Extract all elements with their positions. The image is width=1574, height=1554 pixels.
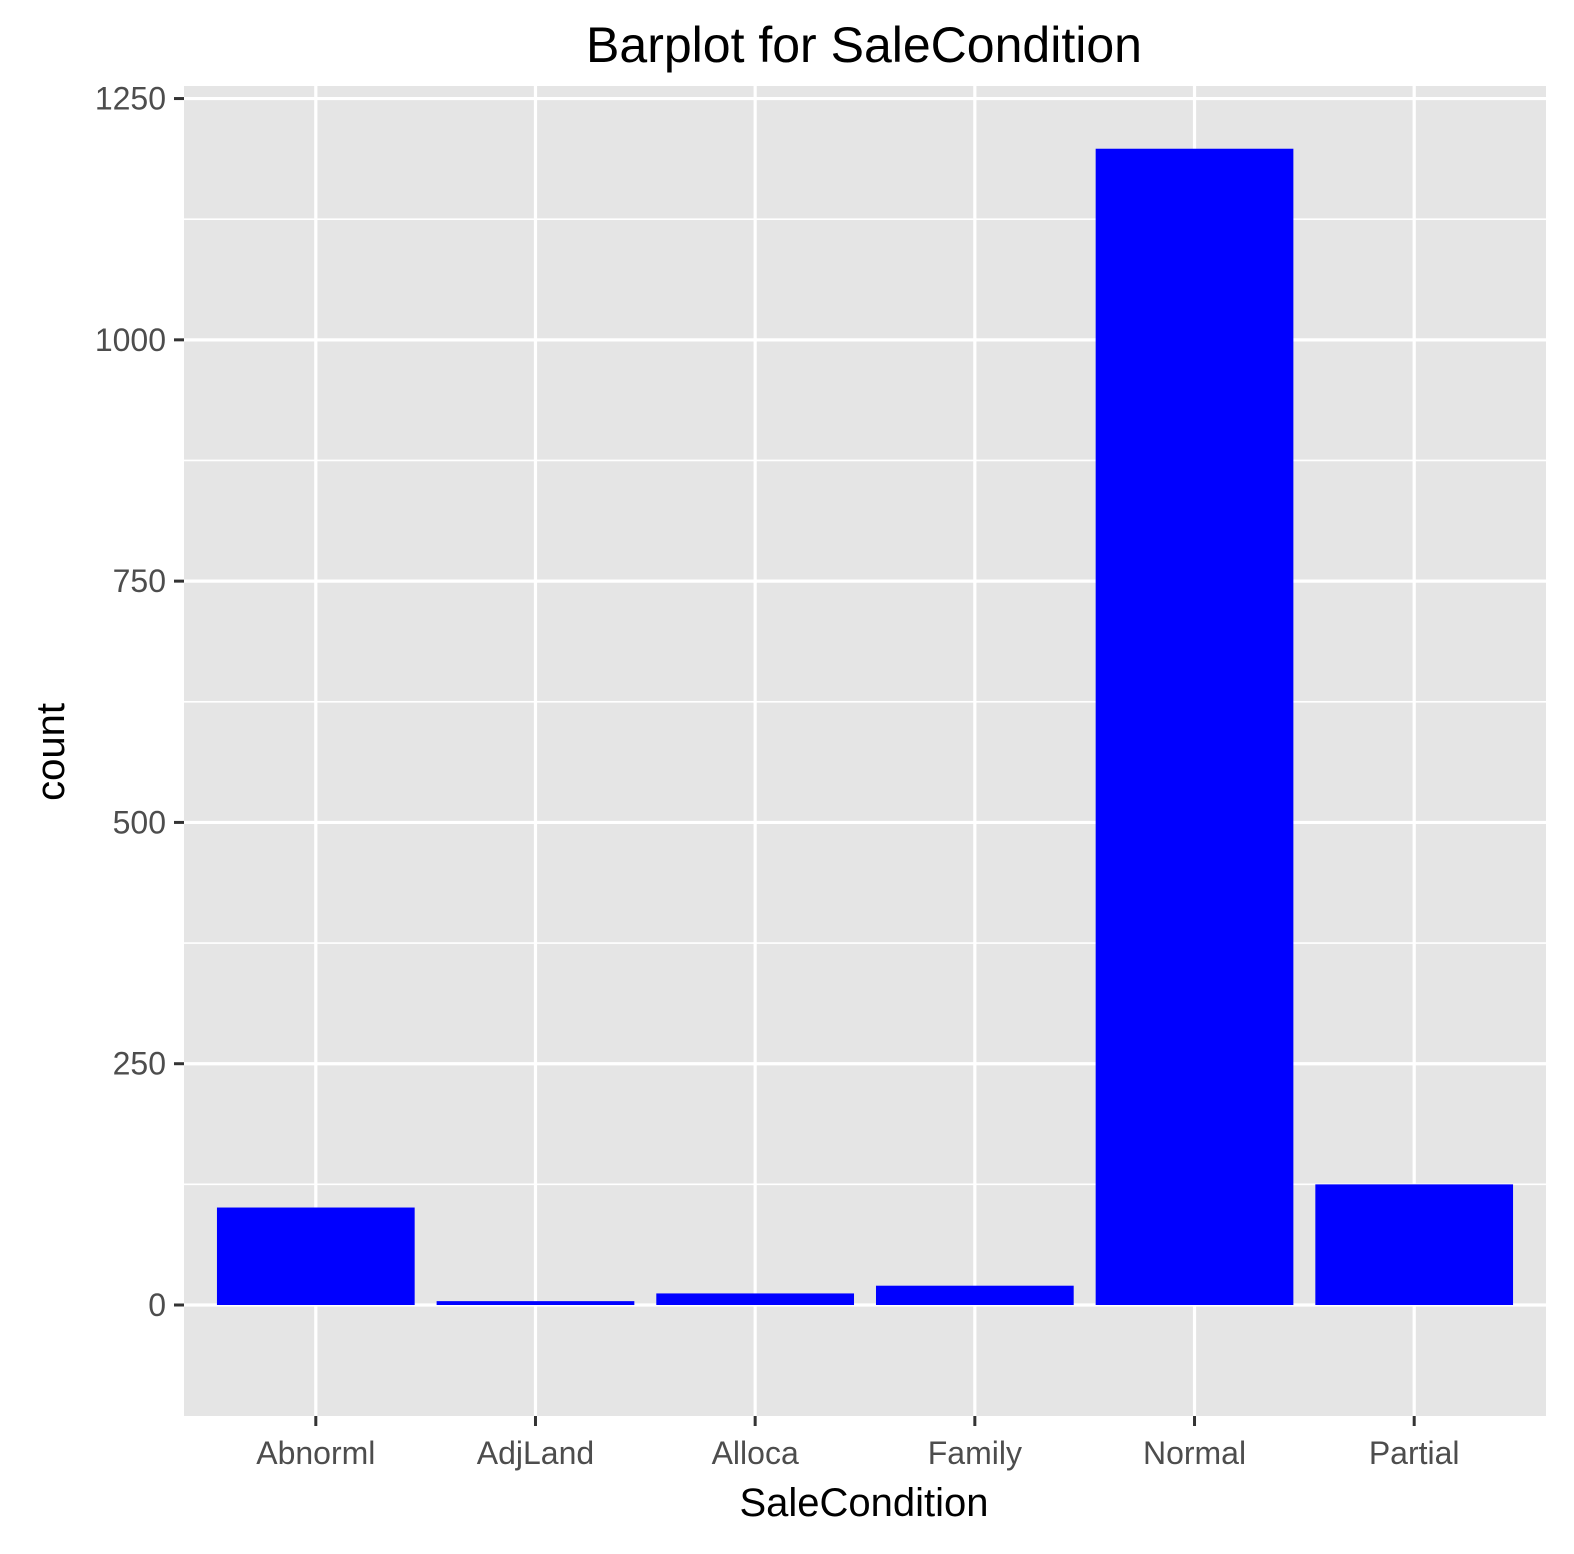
bar-adjland (436, 1301, 635, 1306)
x-tick-label: Partial (1369, 1435, 1460, 1471)
bar-normal (1095, 148, 1294, 1306)
x-tick-label: Normal (1143, 1435, 1246, 1471)
x-tick-label: Abnorml (256, 1435, 375, 1471)
x-axis: Abnorml AdjLand Alloca Family Normal Partial (256, 1416, 1460, 1471)
y-axis-title: count (29, 703, 73, 801)
x-tick-label: Alloca (712, 1435, 799, 1471)
y-tick-label: 250 (113, 1046, 166, 1082)
bar-family (875, 1285, 1074, 1306)
x-axis-title: SaleCondition (739, 1481, 988, 1525)
y-tick-label: 0 (148, 1287, 166, 1323)
y-axis: 0 250 500 750 1000 1250 (95, 81, 184, 1323)
bars (216, 148, 1514, 1306)
x-tick-label: Family (928, 1435, 1022, 1471)
y-tick-label: 1250 (95, 81, 166, 117)
bar-alloca (656, 1293, 855, 1306)
y-tick-label: 500 (113, 804, 166, 840)
bar-partial (1315, 1184, 1514, 1306)
y-tick-label: 1000 (95, 322, 166, 358)
x-tick-label: AdjLand (477, 1435, 594, 1471)
y-tick-label: 750 (113, 563, 166, 599)
chart-title: Barplot for SaleCondition (586, 17, 1142, 73)
bar-abnorml (216, 1207, 415, 1306)
